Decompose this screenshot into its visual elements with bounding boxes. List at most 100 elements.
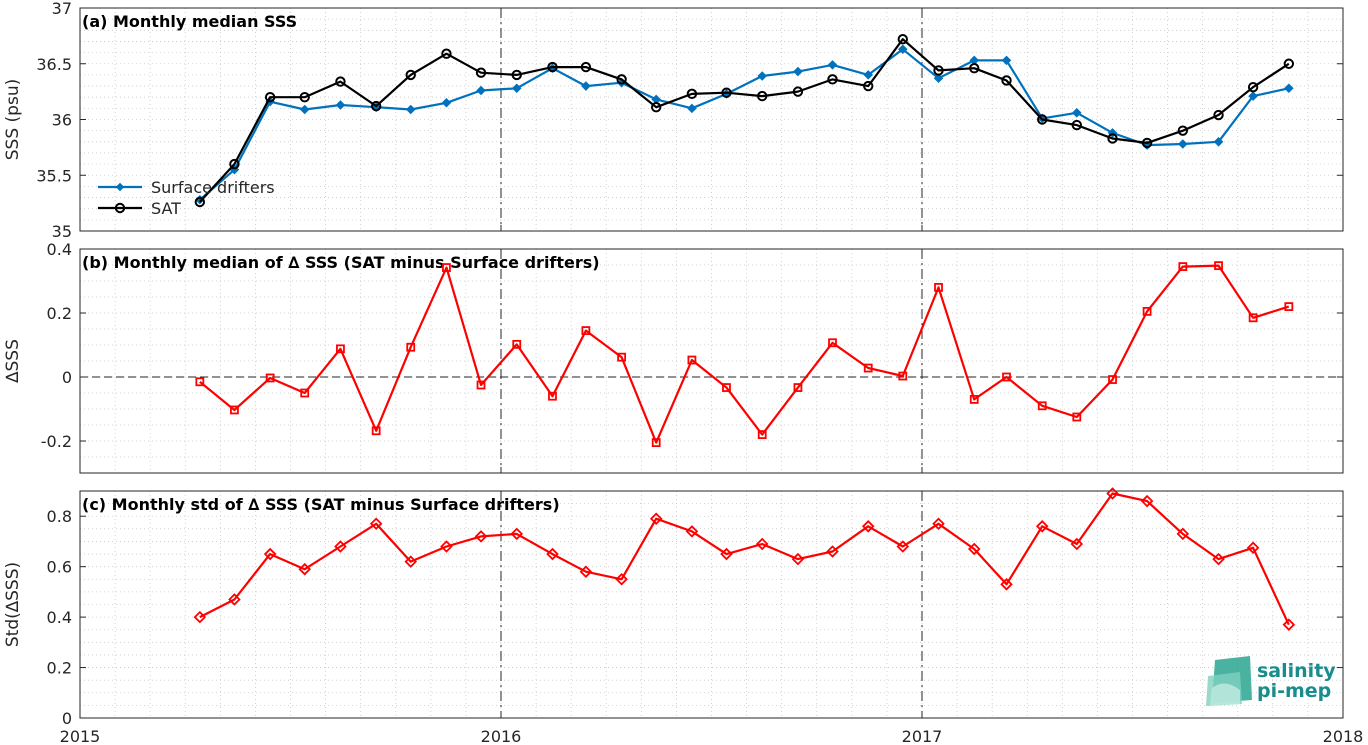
y-tick-label: -0.2 [41, 432, 72, 451]
axes-frame [79, 248, 1344, 474]
salinity-pi-mep-logo: salinity pi-mep [1206, 656, 1336, 706]
data-point [1178, 262, 1188, 272]
data-point [1001, 75, 1012, 86]
data-point [863, 363, 873, 373]
y-axis-label: SSS (psu) [3, 79, 23, 160]
data-point [1072, 412, 1082, 422]
data-point [511, 83, 522, 94]
data-point [827, 74, 838, 85]
data-point [299, 104, 310, 115]
data-point [616, 74, 627, 85]
data-point [651, 438, 661, 448]
panel-title: (b) Monthly median of ∆ SSS (SAT minus S… [82, 253, 600, 272]
data-point [298, 562, 311, 576]
data-point [405, 104, 416, 115]
data-point [686, 88, 698, 100]
data-point [932, 517, 945, 531]
data-point [687, 355, 697, 365]
data-point [1248, 313, 1258, 323]
data-point [264, 92, 276, 103]
logo-mark-icon [1206, 656, 1252, 706]
data-point [1108, 375, 1117, 384]
data-point [826, 545, 839, 558]
data-point [371, 426, 381, 436]
data-point [791, 552, 805, 566]
y-tick-label: 0.2 [47, 304, 72, 323]
data-point [441, 48, 452, 59]
data-point [863, 80, 874, 92]
y-tick-label: 35 [52, 222, 72, 241]
y-tick-label: 0 [62, 368, 72, 387]
data-point [1141, 137, 1153, 149]
data-point [440, 540, 453, 553]
data-point [1037, 401, 1047, 411]
data-point [861, 520, 875, 533]
data-point [406, 342, 416, 352]
data-point [194, 196, 206, 208]
data-point [335, 76, 346, 87]
data-point [967, 542, 981, 556]
data-point [1107, 133, 1118, 144]
data-point [1140, 494, 1154, 508]
data-point [969, 63, 980, 74]
logo-line1: salinity [1257, 660, 1336, 682]
series-1 [195, 261, 1294, 448]
x-tick-label: 2018 [1323, 727, 1364, 745]
logo-line2: pi-mep [1257, 680, 1331, 702]
data-point [1284, 302, 1294, 312]
series-line [199, 48, 1290, 201]
data-point [755, 537, 769, 551]
axes-frame [79, 490, 1344, 719]
series-2 [194, 34, 1295, 208]
data-point [546, 547, 559, 561]
legend-label: Surface drifters [151, 178, 275, 197]
data-point [1178, 139, 1188, 149]
data-point [863, 70, 873, 80]
data-point [369, 517, 383, 531]
data-point [1213, 137, 1224, 147]
data-point [685, 525, 699, 538]
series-1 [193, 487, 1296, 631]
data-point [548, 391, 557, 401]
data-point [300, 388, 310, 398]
data-point [898, 44, 908, 55]
data-point [1070, 537, 1084, 551]
data-point [476, 380, 486, 390]
data-point [757, 430, 767, 440]
data-point [721, 87, 732, 98]
data-point [649, 512, 663, 526]
data-point [1142, 306, 1152, 316]
data-point [1214, 261, 1223, 271]
y-tick-label: 36.5 [36, 55, 72, 74]
data-point [299, 92, 310, 103]
data-point [193, 610, 207, 624]
data-point [720, 547, 733, 561]
data-point [1106, 487, 1119, 500]
data-point [828, 338, 837, 348]
data-point [1037, 114, 1048, 125]
data-point [792, 86, 804, 97]
data-point [793, 383, 803, 392]
data-point [512, 339, 522, 349]
data-point [757, 90, 768, 102]
legend-marker [115, 182, 125, 192]
data-point [334, 540, 347, 553]
y-axis-label: Std(∆SSS) [3, 562, 23, 647]
data-point [442, 263, 451, 272]
data-point [1282, 618, 1296, 631]
data-point [195, 377, 205, 387]
plot-area [80, 8, 1343, 231]
data-point [827, 60, 838, 70]
data-point [933, 73, 944, 84]
data-point [969, 394, 979, 404]
y-tick-label: 37 [52, 0, 72, 18]
y-tick-label: 36 [52, 111, 72, 130]
data-point [1248, 91, 1258, 101]
data-point [793, 66, 803, 77]
data-point [1177, 125, 1189, 136]
data-point [265, 373, 275, 383]
data-point [1002, 372, 1011, 382]
data-point [615, 573, 628, 586]
data-point [650, 102, 662, 113]
y-tick-label: 0.2 [47, 659, 72, 678]
